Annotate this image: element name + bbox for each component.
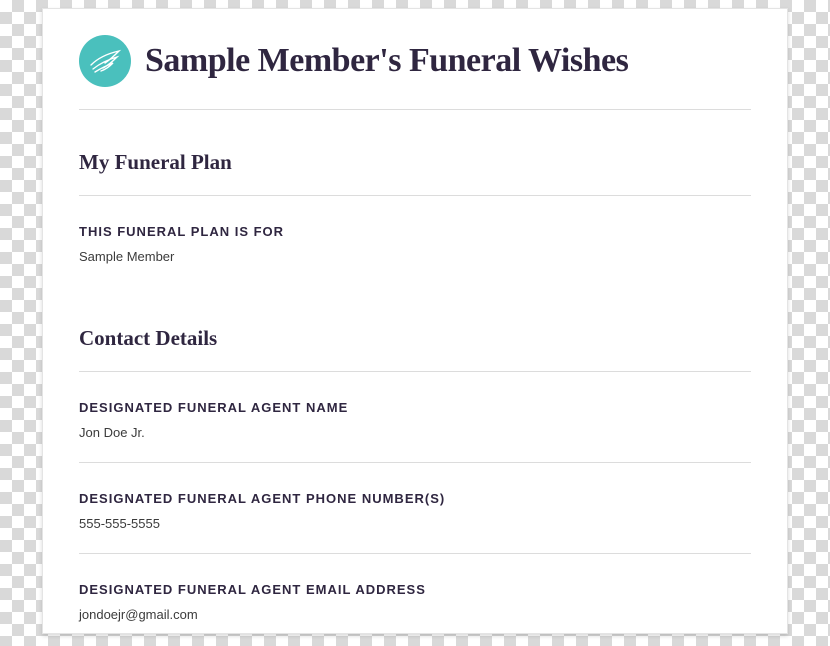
field-plan-for: THIS FUNERAL PLAN IS FOR Sample Member — [79, 224, 751, 286]
field-agent-name: DESIGNATED FUNERAL AGENT NAME Jon Doe Jr… — [79, 400, 751, 463]
document-header: Sample Member's Funeral Wishes — [79, 35, 751, 110]
wing-icon — [79, 35, 131, 87]
field-agent-email: DESIGNATED FUNERAL AGENT EMAIL ADDRESS j… — [79, 582, 751, 644]
field-agent-phone: DESIGNATED FUNERAL AGENT PHONE NUMBER(S)… — [79, 491, 751, 554]
field-value: Jon Doe Jr. — [79, 425, 751, 463]
document-card: Sample Member's Funeral Wishes My Funera… — [42, 8, 788, 634]
field-label: DESIGNATED FUNERAL AGENT PHONE NUMBER(S) — [79, 491, 751, 506]
section-heading-plan: My Funeral Plan — [79, 150, 751, 196]
page-title: Sample Member's Funeral Wishes — [145, 42, 628, 80]
field-value: jondoejr@gmail.com — [79, 607, 751, 644]
field-label: THIS FUNERAL PLAN IS FOR — [79, 224, 751, 239]
field-value: 555-555-5555 — [79, 516, 751, 554]
section-heading-contact: Contact Details — [79, 326, 751, 372]
field-label: DESIGNATED FUNERAL AGENT EMAIL ADDRESS — [79, 582, 751, 597]
wing-icon-svg — [85, 41, 125, 81]
field-value: Sample Member — [79, 249, 751, 286]
field-label: DESIGNATED FUNERAL AGENT NAME — [79, 400, 751, 415]
